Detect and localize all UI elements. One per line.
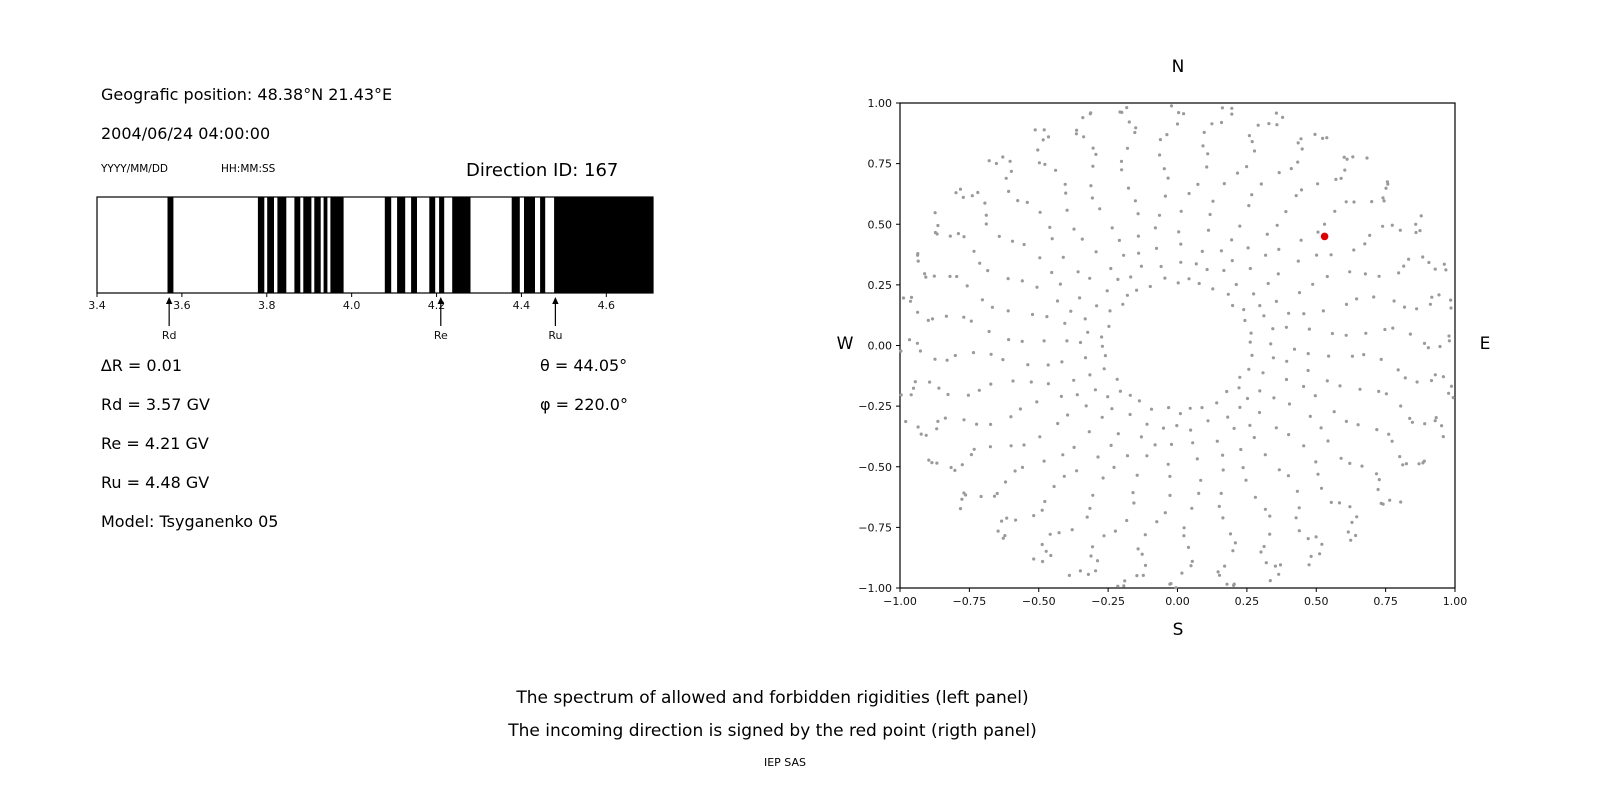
- ru-value: Ru = 4.48 GV: [101, 473, 210, 492]
- svg-text:−1.00: −1.00: [858, 582, 892, 595]
- svg-text:1.00: 1.00: [868, 97, 893, 110]
- svg-text:0.50: 0.50: [1304, 595, 1329, 608]
- svg-text:−0.50: −0.50: [858, 461, 892, 474]
- compass-east-label: E: [1479, 334, 1491, 354]
- rd-value: Rd = 3.57 GV: [101, 395, 210, 414]
- svg-text:3.4: 3.4: [88, 299, 106, 312]
- svg-text:Rd: Rd: [162, 329, 177, 342]
- svg-text:4.0: 4.0: [343, 299, 361, 312]
- theta-value: θ = 44.05°: [540, 356, 628, 375]
- svg-text:0.75: 0.75: [1373, 595, 1398, 608]
- delta-r-value: ∆R = 0.01: [101, 356, 183, 375]
- svg-text:3.6: 3.6: [173, 299, 191, 312]
- svg-text:−0.75: −0.75: [858, 521, 892, 534]
- phi-value: φ = 220.0°: [540, 395, 628, 414]
- svg-text:Ru: Ru: [548, 329, 562, 342]
- svg-text:−1.00: −1.00: [883, 595, 917, 608]
- svg-text:−0.25: −0.25: [1091, 595, 1125, 608]
- svg-text:Re: Re: [434, 329, 448, 342]
- svg-text:−0.50: −0.50: [1022, 595, 1056, 608]
- svg-text:0.00: 0.00: [868, 340, 893, 353]
- datetime-label: 2004/06/24 04:00:00: [101, 124, 271, 143]
- svg-text:4.6: 4.6: [598, 299, 616, 312]
- svg-text:0.25: 0.25: [1235, 595, 1260, 608]
- time-format-label: HH:MM:SS: [221, 163, 276, 175]
- compass-south-label: S: [1172, 620, 1184, 640]
- svg-text:0.00: 0.00: [1165, 595, 1190, 608]
- credit-label: IEP SAS: [763, 756, 807, 769]
- svg-text:−0.25: −0.25: [858, 400, 892, 413]
- model-label: Model: Tsyganenko 05: [101, 512, 279, 531]
- rigidity-spectrum-chart: 3.4 3.6 3.8 4.0 4.2 4.4 4.6 Rd Re Ru: [88, 196, 654, 342]
- compass-north-label: N: [1171, 57, 1185, 77]
- svg-text:1.00: 1.00: [1443, 595, 1468, 608]
- svg-text:0.50: 0.50: [868, 218, 893, 231]
- svg-text:4.2: 4.2: [428, 299, 446, 312]
- date-format-label: YYYY/MM/DD: [101, 163, 169, 175]
- svg-text:−0.75: −0.75: [953, 595, 987, 608]
- svg-text:0.75: 0.75: [868, 158, 893, 171]
- caption: The spectrum of allowed and forbidden ri…: [0, 682, 1545, 748]
- svg-text:3.8: 3.8: [258, 299, 276, 312]
- compass-west-label: W: [836, 334, 854, 354]
- re-value: Re = 4.21 GV: [101, 434, 209, 453]
- svg-text:0.25: 0.25: [868, 279, 893, 292]
- svg-text:4.4: 4.4: [513, 299, 531, 312]
- caption-line-2: The incoming direction is signed by the …: [508, 721, 1037, 741]
- geographic-position-label: Geografic position: 48.38°N 21.43°E: [101, 85, 393, 104]
- direction-id-label: Direction ID: 167: [466, 160, 619, 181]
- caption-line-1: The spectrum of allowed and forbidden ri…: [516, 688, 1029, 708]
- incoming-direction-chart: −1.00 −0.75 −0.50 −0.25 0.00 0.25 0.50 0.75 1.00…: [858, 97, 1468, 608]
